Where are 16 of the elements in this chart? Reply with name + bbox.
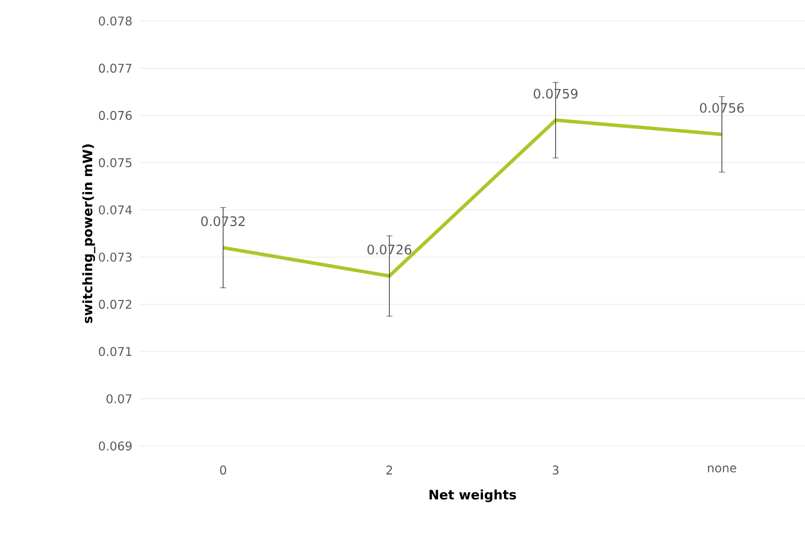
y-tick-label: 0.077	[98, 64, 132, 73]
y-axis-title: switching_power(in mW)	[82, 144, 96, 324]
y-tick-label: 0.073	[98, 252, 132, 262]
y-tick-label: 0.069	[98, 441, 132, 451]
y-tick-label: 0.078	[98, 16, 132, 26]
y-tick-label: 0.072	[98, 300, 132, 309]
x-axis-title: Net weights	[430, 489, 516, 502]
x-tick-label: 0	[220, 466, 226, 475]
x-tick-label: none	[708, 466, 736, 472]
y-tick-label: 0.075	[98, 158, 132, 168]
y-tick-label: 0.074	[98, 205, 132, 214]
y-tick-label: 0.071	[98, 347, 132, 356]
y-tick-label: 0.076	[98, 110, 132, 120]
x-tick-label: 3	[552, 466, 558, 475]
y-tick-label: 0.07	[106, 394, 132, 404]
x-tick-label: 2	[386, 466, 392, 474]
